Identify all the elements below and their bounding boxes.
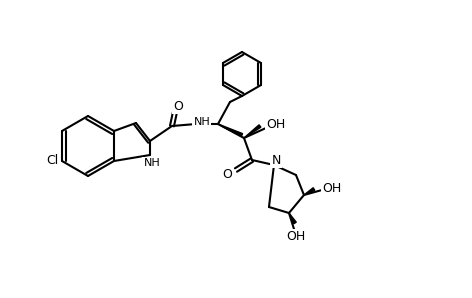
Polygon shape [304,188,315,195]
Polygon shape [244,125,261,138]
Text: N: N [271,153,281,167]
Text: Cl: Cl [46,154,58,167]
Polygon shape [289,213,296,224]
Text: O: O [173,100,183,113]
Text: O: O [222,167,232,181]
Text: NH: NH [194,117,211,127]
Text: NH: NH [143,158,160,168]
Text: OH: OH [322,181,342,195]
Polygon shape [218,124,243,136]
Text: OH: OH [266,119,286,131]
Text: OH: OH [287,230,305,243]
